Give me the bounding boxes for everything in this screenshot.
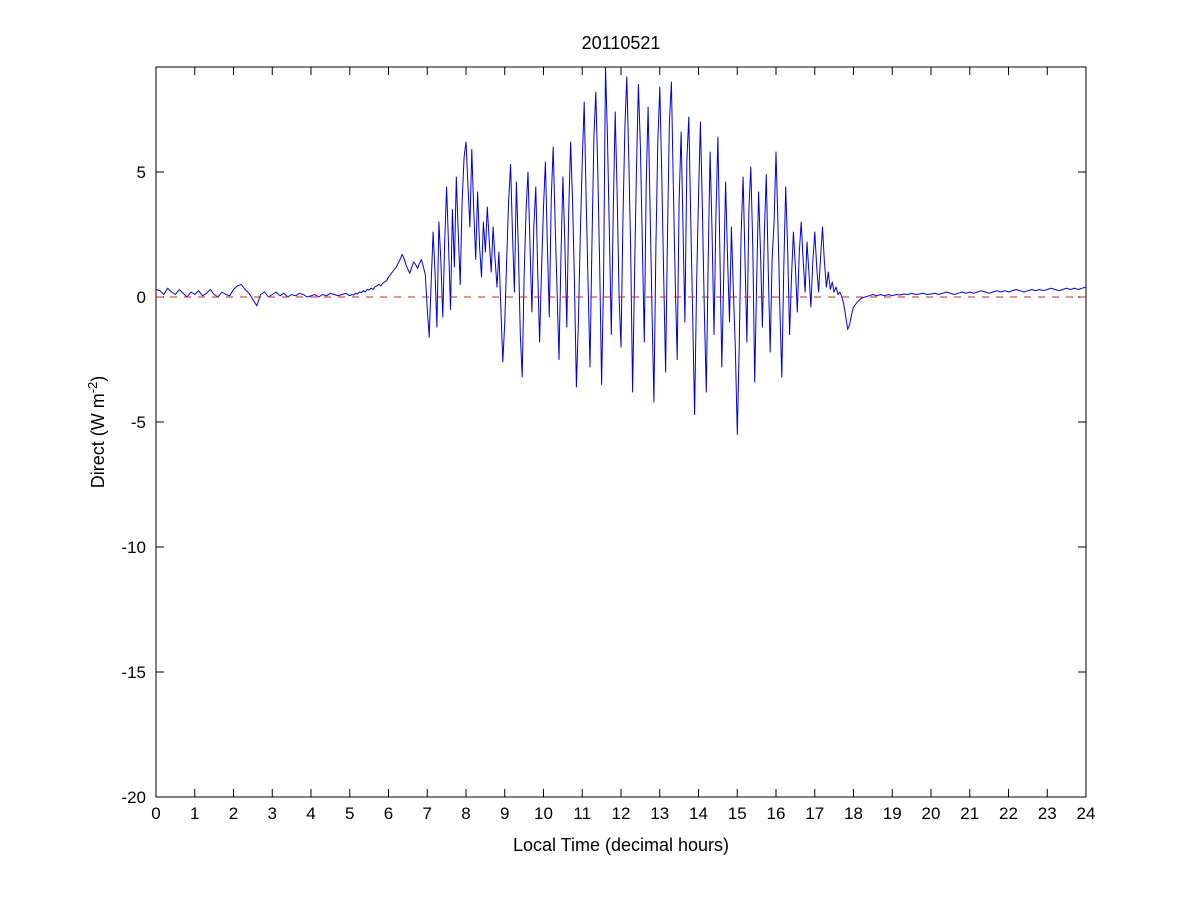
x-tick-label: 2 [229, 804, 238, 823]
y-axis-label: Direct (W m-2) [85, 376, 109, 489]
y-tick-label: -10 [121, 538, 146, 557]
y-axis-label-text: Direct (W m [88, 393, 108, 489]
x-tick-label: 23 [1038, 804, 1057, 823]
x-tick-label: 19 [883, 804, 902, 823]
x-tick-label: 7 [423, 804, 432, 823]
y-tick-label: -5 [131, 413, 146, 432]
x-tick-label: 20 [922, 804, 941, 823]
x-tick-label: 14 [689, 804, 708, 823]
series-direct-line [155, 66, 1087, 435]
x-tick-label: 24 [1077, 804, 1096, 823]
x-axis-label: Local Time (decimal hours) [512, 835, 730, 855]
x-tick-label: 17 [805, 804, 824, 823]
y-tick-label: 5 [137, 163, 146, 182]
x-tick-label: 16 [767, 804, 786, 823]
x-tick-label: 11 [573, 804, 591, 823]
y-tick-label: -20 [121, 788, 146, 807]
y-axis-label-close: ) [88, 375, 108, 382]
x-tick-label: 10 [534, 804, 553, 823]
x-tick-label: 22 [999, 804, 1018, 823]
x-tick-label: 3 [268, 804, 277, 823]
x-tick-label: 4 [306, 804, 315, 823]
y-axis-label-superscript: -2 [85, 381, 100, 394]
x-tick-label: 18 [844, 804, 863, 823]
chart-title: 20110521 [581, 33, 661, 53]
x-tick-label: 5 [345, 804, 354, 823]
x-tick-label: 8 [461, 804, 470, 823]
x-tick-label: 1 [190, 804, 199, 823]
y-tick-label: -15 [121, 663, 146, 682]
x-tick-label: 21 [960, 804, 979, 823]
y-tick-label: 0 [137, 288, 146, 307]
axes-box [155, 66, 1087, 798]
x-tick-label: 13 [650, 804, 669, 823]
x-tick-label: 9 [500, 804, 509, 823]
x-tick-label: 15 [728, 804, 747, 823]
x-tick-label: 12 [612, 804, 631, 823]
x-tick-label: 0 [151, 804, 160, 823]
x-tick-label: 6 [384, 804, 393, 823]
